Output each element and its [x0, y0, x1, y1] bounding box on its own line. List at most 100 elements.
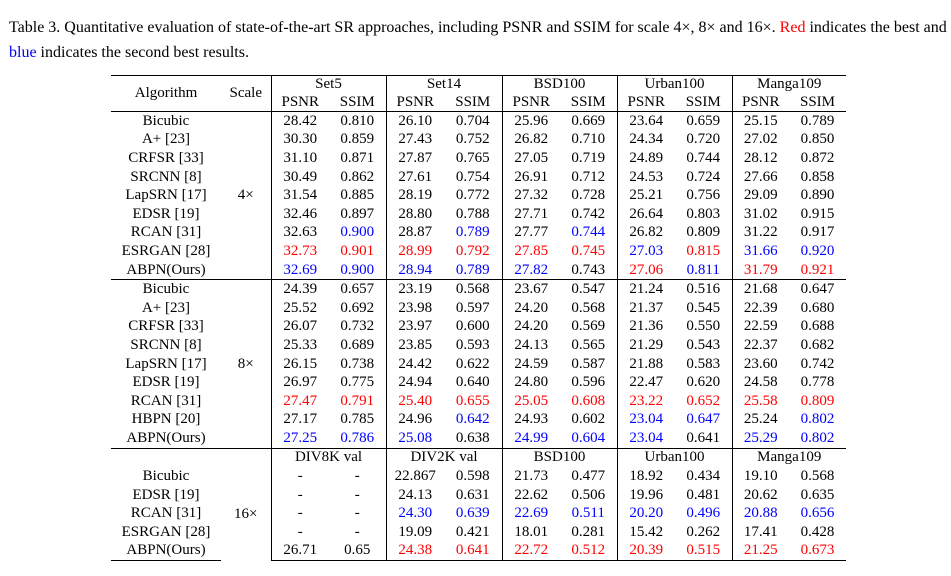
ssim-cell: 0.688 — [800, 318, 835, 335]
psnr-cell: 22.69 — [501, 504, 560, 524]
ssim-cell: 0.262 — [686, 523, 721, 540]
ssim-cell: 0.754 — [455, 168, 490, 185]
ssim-cell: 0.641 — [444, 541, 502, 562]
psnr-cell: 24.89 — [616, 149, 675, 168]
table-row: EDSR [19] 32.46 0.897 28.80 0.788 27.71 0.742 2… — [111, 204, 846, 224]
ssim-cell: 0.775 — [340, 374, 375, 391]
table-caption: Table 3. Quantitative evaluation of stat… — [9, 15, 949, 65]
psnr-cell: 21.73 — [501, 467, 560, 486]
ssim-cell: - — [354, 468, 360, 485]
psnr-cell: 32.69 — [270, 260, 329, 280]
ssim-cell: 0.743 — [571, 261, 606, 278]
subheader-dataset: Manga109 — [731, 447, 846, 468]
psnr-cell: 23.97 — [385, 317, 444, 337]
psnr-cell: 25.21 — [616, 186, 675, 205]
psnr-cell: 23.98 — [385, 298, 444, 318]
ssim-cell: 0.568 — [444, 279, 502, 299]
psnr-cell: 24.20 — [501, 317, 560, 337]
ssim-cell: 0.871 — [340, 149, 375, 166]
psnr-cell: 20.39 — [616, 541, 675, 562]
psnr-cell: 27.66 — [731, 167, 789, 187]
psnr-cell: 21.24 — [616, 279, 675, 299]
psnr-cell: 27.43 — [385, 130, 444, 150]
psnr-cell: 31.66 — [731, 242, 789, 261]
psnr-cell: 24.94 — [385, 373, 444, 392]
ssim-cell: 0.802 — [800, 429, 835, 446]
subheader-empty — [221, 447, 271, 468]
ssim-cell: 0.778 — [800, 374, 835, 391]
header-row-datasets: Algorithm Scale Set5 Set14 BSD100 Urban1… — [111, 75, 846, 112]
psnr-cell: 24.53 — [616, 167, 675, 187]
ssim-cell: 0.786 — [340, 429, 375, 446]
ssim-cell: 0.565 — [571, 336, 606, 353]
ssim-cell: 0.673 — [789, 541, 846, 562]
ssim-cell: 0.712 — [571, 168, 606, 185]
scale-cell: 8× — [221, 279, 271, 449]
table-row: LapSRN [17] 31.54 0.885 28.19 0.772 27.32 0.72… — [111, 186, 846, 205]
psnr-cell: 31.10 — [270, 149, 329, 168]
psnr-cell: 24.80 — [501, 373, 560, 392]
ssim-cell: 0.496 — [686, 505, 721, 522]
psnr-cell: 27.02 — [731, 130, 789, 150]
ssim-cell: 0.728 — [571, 187, 606, 204]
header-metric: PSNR — [616, 93, 675, 112]
psnr-cell: 28.42 — [270, 110, 329, 131]
ssim-cell: 0.568 — [571, 299, 606, 316]
psnr-cell: 21.37 — [616, 298, 675, 318]
ssim-cell: 0.802 — [800, 411, 835, 428]
ssim-cell: 0.744 — [686, 149, 721, 166]
ssim-cell: 0.428 — [800, 523, 835, 540]
psnr-cell: 24.30 — [385, 504, 444, 524]
caption-red-word: Red — [779, 19, 806, 36]
psnr-cell: 32.73 — [270, 242, 329, 261]
psnr-cell: 17.41 — [731, 523, 789, 542]
ssim-cell: 0.765 — [455, 149, 490, 166]
algorithm-cell: ABPN(Ours) — [111, 541, 221, 562]
ssim-cell: 0.596 — [571, 374, 606, 391]
psnr-cell: 28.12 — [731, 149, 789, 168]
psnr-cell: 23.04 — [616, 429, 675, 449]
ssim-cell: 0.506 — [571, 486, 606, 503]
ssim-cell: 0.640 — [455, 374, 490, 391]
algorithm-cell: CRFSR [33] — [128, 149, 204, 166]
psnr-cell: 28.99 — [385, 242, 444, 261]
psnr-cell: 23.85 — [385, 336, 444, 355]
psnr-cell: 23.19 — [385, 279, 444, 299]
ssim-cell: 0.689 — [340, 336, 375, 353]
psnr-cell: 30.30 — [270, 130, 329, 150]
ssim-cell: 0.680 — [800, 299, 835, 316]
ssim-cell: 0.742 — [800, 355, 835, 372]
algorithm-cell: A+ [23] — [141, 131, 191, 148]
ssim-cell: 0.477 — [571, 468, 606, 485]
psnr-cell: 24.58 — [731, 373, 789, 392]
table-row: ABPN(Ours) 27.25 0.786 25.08 0.638 24.99 0.604… — [111, 429, 846, 449]
psnr-cell: 24.59 — [501, 354, 560, 374]
algorithm-cell: ABPN(Ours) — [126, 261, 206, 278]
psnr-cell: 24.42 — [385, 354, 444, 374]
subheader-dataset: DIV2K val — [385, 447, 502, 468]
psnr-cell: 24.96 — [385, 410, 444, 430]
header-dataset: Urban100 — [616, 75, 732, 93]
ssim-cell: 0.900 — [340, 261, 375, 278]
table-row: RCAN [31] 32.63 0.900 28.87 0.789 27.77 0.744 2… — [111, 223, 846, 243]
psnr-cell: 24.13 — [385, 485, 444, 505]
psnr-cell: 25.24 — [731, 410, 789, 430]
psnr-cell: 27.82 — [501, 260, 560, 280]
psnr-cell: 24.20 — [501, 298, 560, 318]
ssim-cell: 0.511 — [571, 505, 605, 522]
ssim-cell: 0.421 — [455, 523, 490, 540]
ssim-cell: 0.810 — [329, 110, 386, 131]
psnr-cell: 25.40 — [385, 391, 444, 411]
algorithm-cell: LapSRN [17] — [125, 355, 207, 372]
ssim-cell: 0.647 — [686, 411, 721, 428]
psnr-cell: 31.79 — [731, 260, 789, 280]
subheader-empty — [111, 447, 221, 468]
psnr-cell: 25.33 — [270, 336, 329, 355]
psnr-cell: 21.68 — [731, 279, 789, 299]
ssim-cell: 0.642 — [455, 411, 490, 428]
ssim-cell: 0.744 — [571, 224, 606, 241]
ssim-cell: 0.622 — [455, 355, 490, 372]
ssim-cell: 0.602 — [571, 411, 606, 428]
header-algorithm: Algorithm — [111, 75, 221, 112]
table-row: ABPN(Ours) 32.69 0.900 28.94 0.789 27.82 0.743… — [111, 260, 846, 280]
